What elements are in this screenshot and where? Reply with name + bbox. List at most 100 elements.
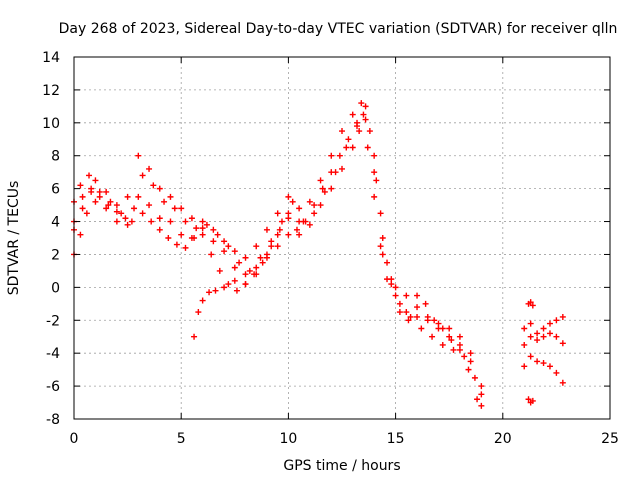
data-point bbox=[139, 172, 146, 179]
data-point bbox=[379, 235, 386, 241]
data-point bbox=[173, 241, 180, 248]
data-point bbox=[328, 185, 335, 192]
data-point bbox=[178, 205, 185, 212]
y-tick-label: -8 bbox=[46, 412, 60, 428]
data-point bbox=[478, 391, 485, 398]
data-point bbox=[559, 340, 566, 347]
data-point bbox=[435, 320, 442, 327]
data-point bbox=[231, 248, 238, 255]
data-point bbox=[371, 169, 378, 176]
data-point bbox=[246, 267, 253, 274]
data-point bbox=[356, 128, 363, 135]
data-point bbox=[83, 210, 90, 217]
data-points bbox=[71, 100, 566, 409]
data-point bbox=[88, 188, 95, 195]
data-point bbox=[276, 226, 283, 233]
data-point bbox=[167, 218, 174, 225]
data-point bbox=[274, 243, 281, 250]
data-point bbox=[354, 119, 361, 126]
data-point bbox=[107, 198, 114, 205]
data-point bbox=[289, 198, 296, 205]
series-track-9 bbox=[525, 299, 536, 309]
data-point bbox=[414, 292, 421, 299]
data-point bbox=[525, 396, 532, 403]
data-point bbox=[546, 320, 553, 327]
data-point bbox=[199, 225, 206, 232]
data-point bbox=[113, 218, 120, 225]
data-point bbox=[182, 244, 189, 251]
data-point bbox=[392, 292, 399, 299]
data-point bbox=[414, 313, 421, 320]
data-point bbox=[236, 259, 243, 266]
data-point bbox=[527, 299, 534, 306]
data-point bbox=[122, 215, 129, 222]
data-point bbox=[79, 193, 86, 200]
data-point bbox=[521, 341, 528, 348]
data-point bbox=[225, 243, 232, 250]
y-tick-label: -6 bbox=[46, 379, 60, 395]
data-point bbox=[336, 152, 343, 159]
axis-ticks bbox=[73, 56, 611, 420]
data-point bbox=[407, 313, 414, 320]
data-point bbox=[339, 165, 345, 172]
x-tick-label: 20 bbox=[494, 431, 512, 447]
data-point bbox=[221, 284, 228, 291]
data-point bbox=[414, 304, 421, 311]
data-point bbox=[77, 231, 84, 238]
data-point bbox=[124, 221, 131, 228]
data-point bbox=[296, 231, 303, 238]
data-point bbox=[467, 350, 474, 357]
y-tick-label: 0 bbox=[51, 280, 60, 296]
data-point bbox=[257, 254, 264, 261]
data-point bbox=[559, 379, 566, 386]
data-point bbox=[171, 205, 178, 212]
data-point bbox=[396, 300, 403, 307]
data-point bbox=[139, 210, 146, 217]
data-point bbox=[302, 218, 309, 225]
data-point bbox=[128, 218, 135, 225]
data-point bbox=[478, 383, 485, 390]
data-point bbox=[135, 193, 142, 200]
y-axis-label: SDTVAR / TECUs bbox=[6, 181, 22, 296]
data-point bbox=[178, 231, 185, 238]
data-point bbox=[317, 202, 324, 209]
data-point bbox=[328, 169, 335, 176]
data-point bbox=[521, 363, 528, 370]
data-point bbox=[403, 292, 410, 299]
data-point bbox=[465, 366, 472, 373]
data-point bbox=[362, 116, 369, 123]
data-point bbox=[467, 358, 474, 365]
data-point bbox=[422, 300, 429, 307]
data-point bbox=[349, 144, 356, 151]
data-point bbox=[392, 284, 399, 291]
data-point bbox=[405, 317, 412, 324]
data-point bbox=[448, 337, 455, 344]
data-point bbox=[296, 205, 303, 212]
data-point bbox=[221, 248, 228, 255]
data-point bbox=[553, 317, 560, 324]
data-point bbox=[377, 243, 384, 250]
data-point bbox=[156, 215, 163, 222]
data-point bbox=[193, 225, 200, 232]
data-point bbox=[546, 330, 553, 337]
data-point bbox=[268, 243, 275, 250]
data-point bbox=[306, 221, 313, 228]
data-point bbox=[199, 231, 206, 238]
data-point bbox=[105, 202, 112, 209]
data-point bbox=[527, 333, 534, 340]
plot-frame bbox=[73, 56, 611, 420]
x-tick-label: 15 bbox=[387, 431, 405, 447]
data-point bbox=[188, 215, 195, 222]
data-point bbox=[429, 333, 436, 340]
grid bbox=[74, 57, 610, 419]
data-point bbox=[253, 264, 260, 271]
data-point bbox=[450, 346, 457, 353]
x-tick-label: 25 bbox=[601, 431, 619, 447]
y-tick-label: 8 bbox=[51, 149, 60, 165]
data-point bbox=[251, 271, 258, 278]
data-point bbox=[478, 402, 485, 409]
data-point bbox=[96, 193, 103, 200]
data-point bbox=[167, 193, 174, 200]
series-track-6 bbox=[521, 313, 566, 337]
data-point bbox=[527, 320, 534, 327]
